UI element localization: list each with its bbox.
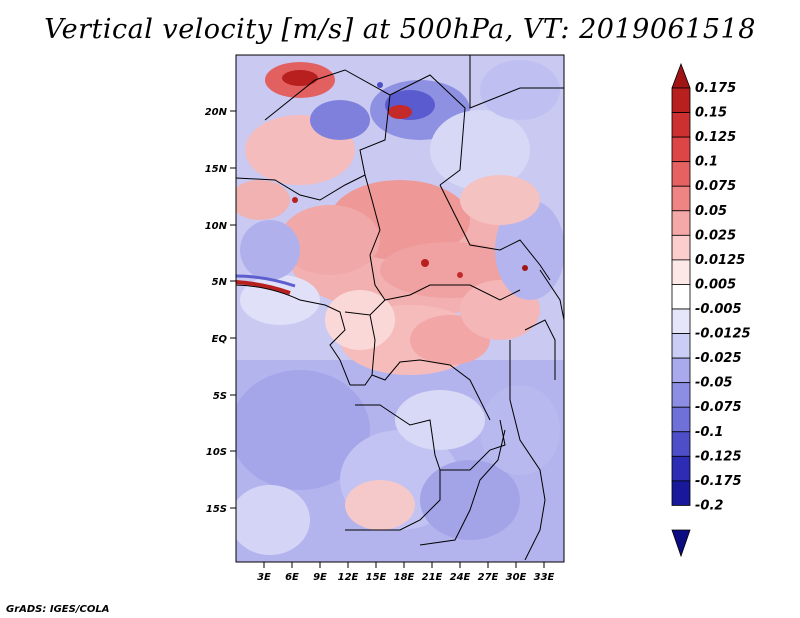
colorbar-swatch-10 [671,308,691,334]
latitude-axis: 20N 15N 10N 5N EQ 5S 10S 15S [205,107,236,515]
colorbar-label-9: -0.005 [695,302,742,317]
colorbar-swatch-5 [671,185,691,212]
colorbar-label-2: 0.125 [695,130,736,145]
colorbar-label-11: -0.025 [695,351,742,366]
colorbar-label-1: 0.15 [695,106,727,121]
lat-label-15s: 15S [206,504,227,515]
map-title: Vertical velocity [m/s] at 500hPa, VT: 2… [44,14,756,45]
colorbar-label-5: 0.05 [695,204,727,219]
longitude-axis: 3E 6E 9E 12E 15E 18E 21E 24E 27E 30E 33E [257,562,555,583]
colorbar-swatch-17 [671,480,691,506]
map-frame [235,54,565,563]
lon-label-30e: 30E [506,572,527,583]
colorbar-label-12: -0.05 [695,376,732,391]
colorbar-swatch-15 [671,431,691,457]
colorbar-swatch-3 [671,136,691,163]
colorbar-swatch-2 [671,112,691,138]
colorbar-label-6: 0.025 [695,228,736,243]
country-borders [236,55,564,562]
colorbar-label-7: 0.0125 [695,253,745,268]
lon-label-3e: 3E [257,572,271,583]
lat-label-eq: EQ [212,334,228,345]
colorbar-swatch-6 [671,210,691,236]
colorbar-swatch-11 [671,333,691,359]
colorbar-label-14: -0.1 [695,425,723,440]
colorbar-label-4: 0.075 [695,179,736,194]
colorbar-label-16: -0.175 [695,474,742,489]
colorbar-label-15: -0.125 [695,449,742,464]
colorbar-label-8: 0.005 [695,277,736,292]
colorbar-swatch-9 [671,284,691,310]
grads-credit: GrADS: IGES/COLA [6,604,110,615]
colorbar-swatch-16 [671,455,691,482]
lon-label-6e: 6E [285,572,299,583]
lon-label-27e: 27E [478,572,499,583]
colorbar-swatch-4 [671,161,691,187]
colorbar-swatch-7 [671,234,691,261]
lon-label-9e: 9E [313,572,327,583]
colorbar: 0.175 0.15 0.125 0.1 0.075 0.05 0.025 0.0125 0.0… [671,62,751,558]
colorbar-swatch-1 [671,87,691,113]
colorbar-label-0: 0.175 [695,81,736,96]
colorbar-label-17: -0.2 [695,498,723,513]
lon-label-12e: 12E [338,572,359,583]
colorbar-swatch-0 [671,62,691,89]
lon-label-33e: 33E [534,572,555,583]
lat-label-15n: 15N [205,164,228,175]
lat-label-10n: 10N [205,221,228,232]
lon-label-18e: 18E [394,572,415,583]
lat-label-10s: 10S [206,447,227,458]
lat-label-20n: 20N [205,107,228,118]
colorbar-swatch-18 [671,529,691,558]
colorbar-swatch-14 [671,406,691,433]
colorbar-label-10: -0.0125 [695,327,751,342]
lat-label-5n: 5N [212,277,228,288]
velocity-field [236,55,564,562]
colorbar-label-3: 0.1 [695,155,718,170]
colorbar-swatch-12 [671,357,691,384]
lon-label-21e: 21E [422,572,443,583]
colorbar-swatch-13 [671,382,691,408]
lon-label-24e: 24E [450,572,471,583]
colorbar-swatch-8 [671,259,691,285]
lat-label-5s: 5S [213,391,227,402]
colorbar-label-13: -0.075 [695,400,742,415]
lon-label-15e: 15E [366,572,387,583]
